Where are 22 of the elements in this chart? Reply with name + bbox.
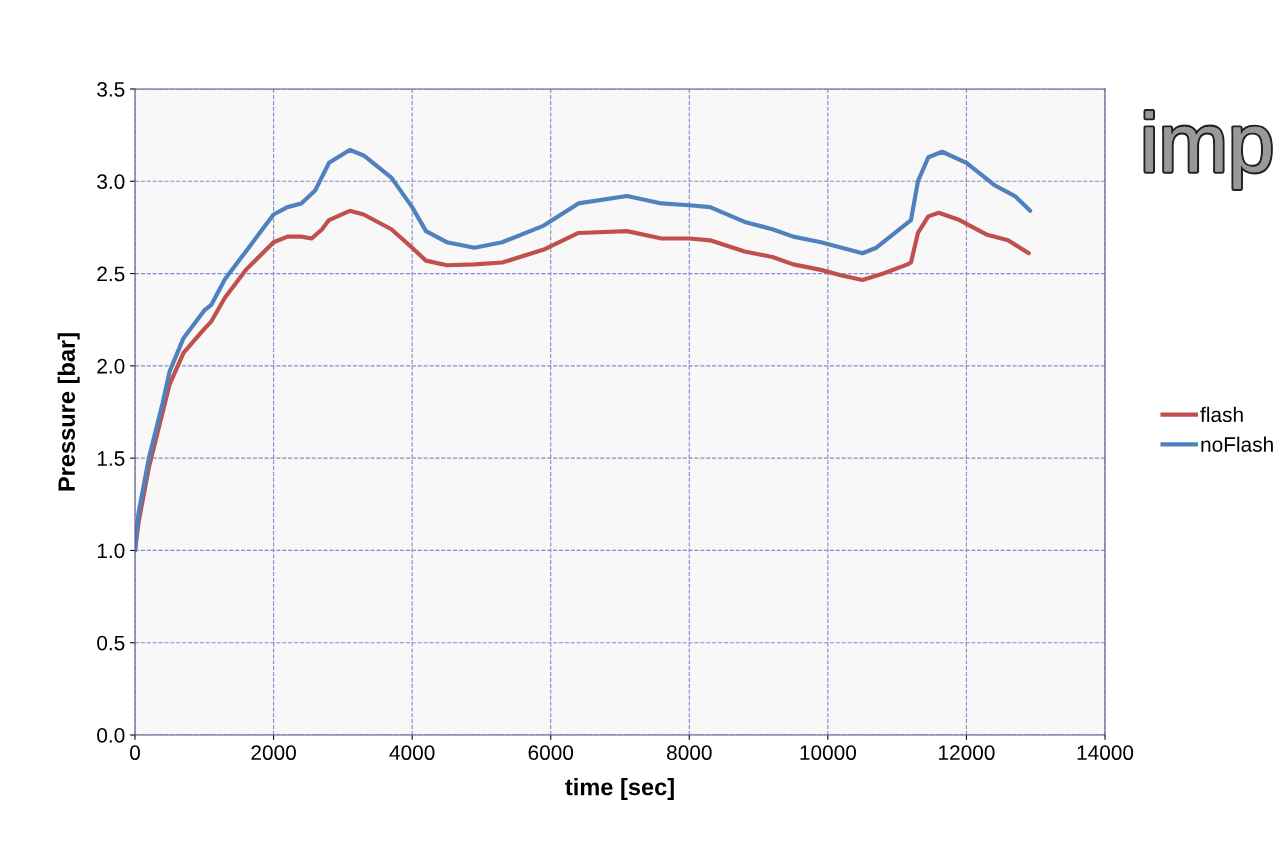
text: imp bbox=[1145, 111, 1271, 189]
y-tick-label: 3.0 bbox=[97, 174, 125, 190]
line-series bbox=[135, 147, 1033, 553]
y-tick-label: 2.5 bbox=[97, 266, 125, 282]
x-axis-title: time [sec] bbox=[565, 778, 674, 801]
y-tick-label: 3.5 bbox=[97, 82, 125, 97]
x-tick-label: 12000 bbox=[939, 745, 995, 761]
x-tick-label: 10000 bbox=[800, 745, 857, 761]
x-tick-label: 14000 bbox=[1077, 745, 1134, 761]
y-tick-label: 1.5 bbox=[97, 451, 125, 466]
y-tick-label: 2.0 bbox=[97, 358, 125, 374]
y-tick-label: 0.5 bbox=[97, 635, 125, 651]
legend-label: noFlash bbox=[1201, 436, 1273, 452]
x-tick-label: 8000 bbox=[667, 745, 712, 761]
x-tick-label: 2000 bbox=[251, 745, 296, 761]
x-tick-label: 6000 bbox=[528, 745, 574, 761]
y-tick-label: 1.0 bbox=[97, 543, 125, 559]
x-tick-label: 0 bbox=[130, 745, 140, 761]
y-tick-label: 0.0 bbox=[97, 728, 125, 743]
y-axis-title: Pressure [bar] bbox=[57, 333, 80, 491]
legend-label: flash bbox=[1200, 406, 1243, 423]
x-tick-label: 4000 bbox=[389, 745, 435, 761]
